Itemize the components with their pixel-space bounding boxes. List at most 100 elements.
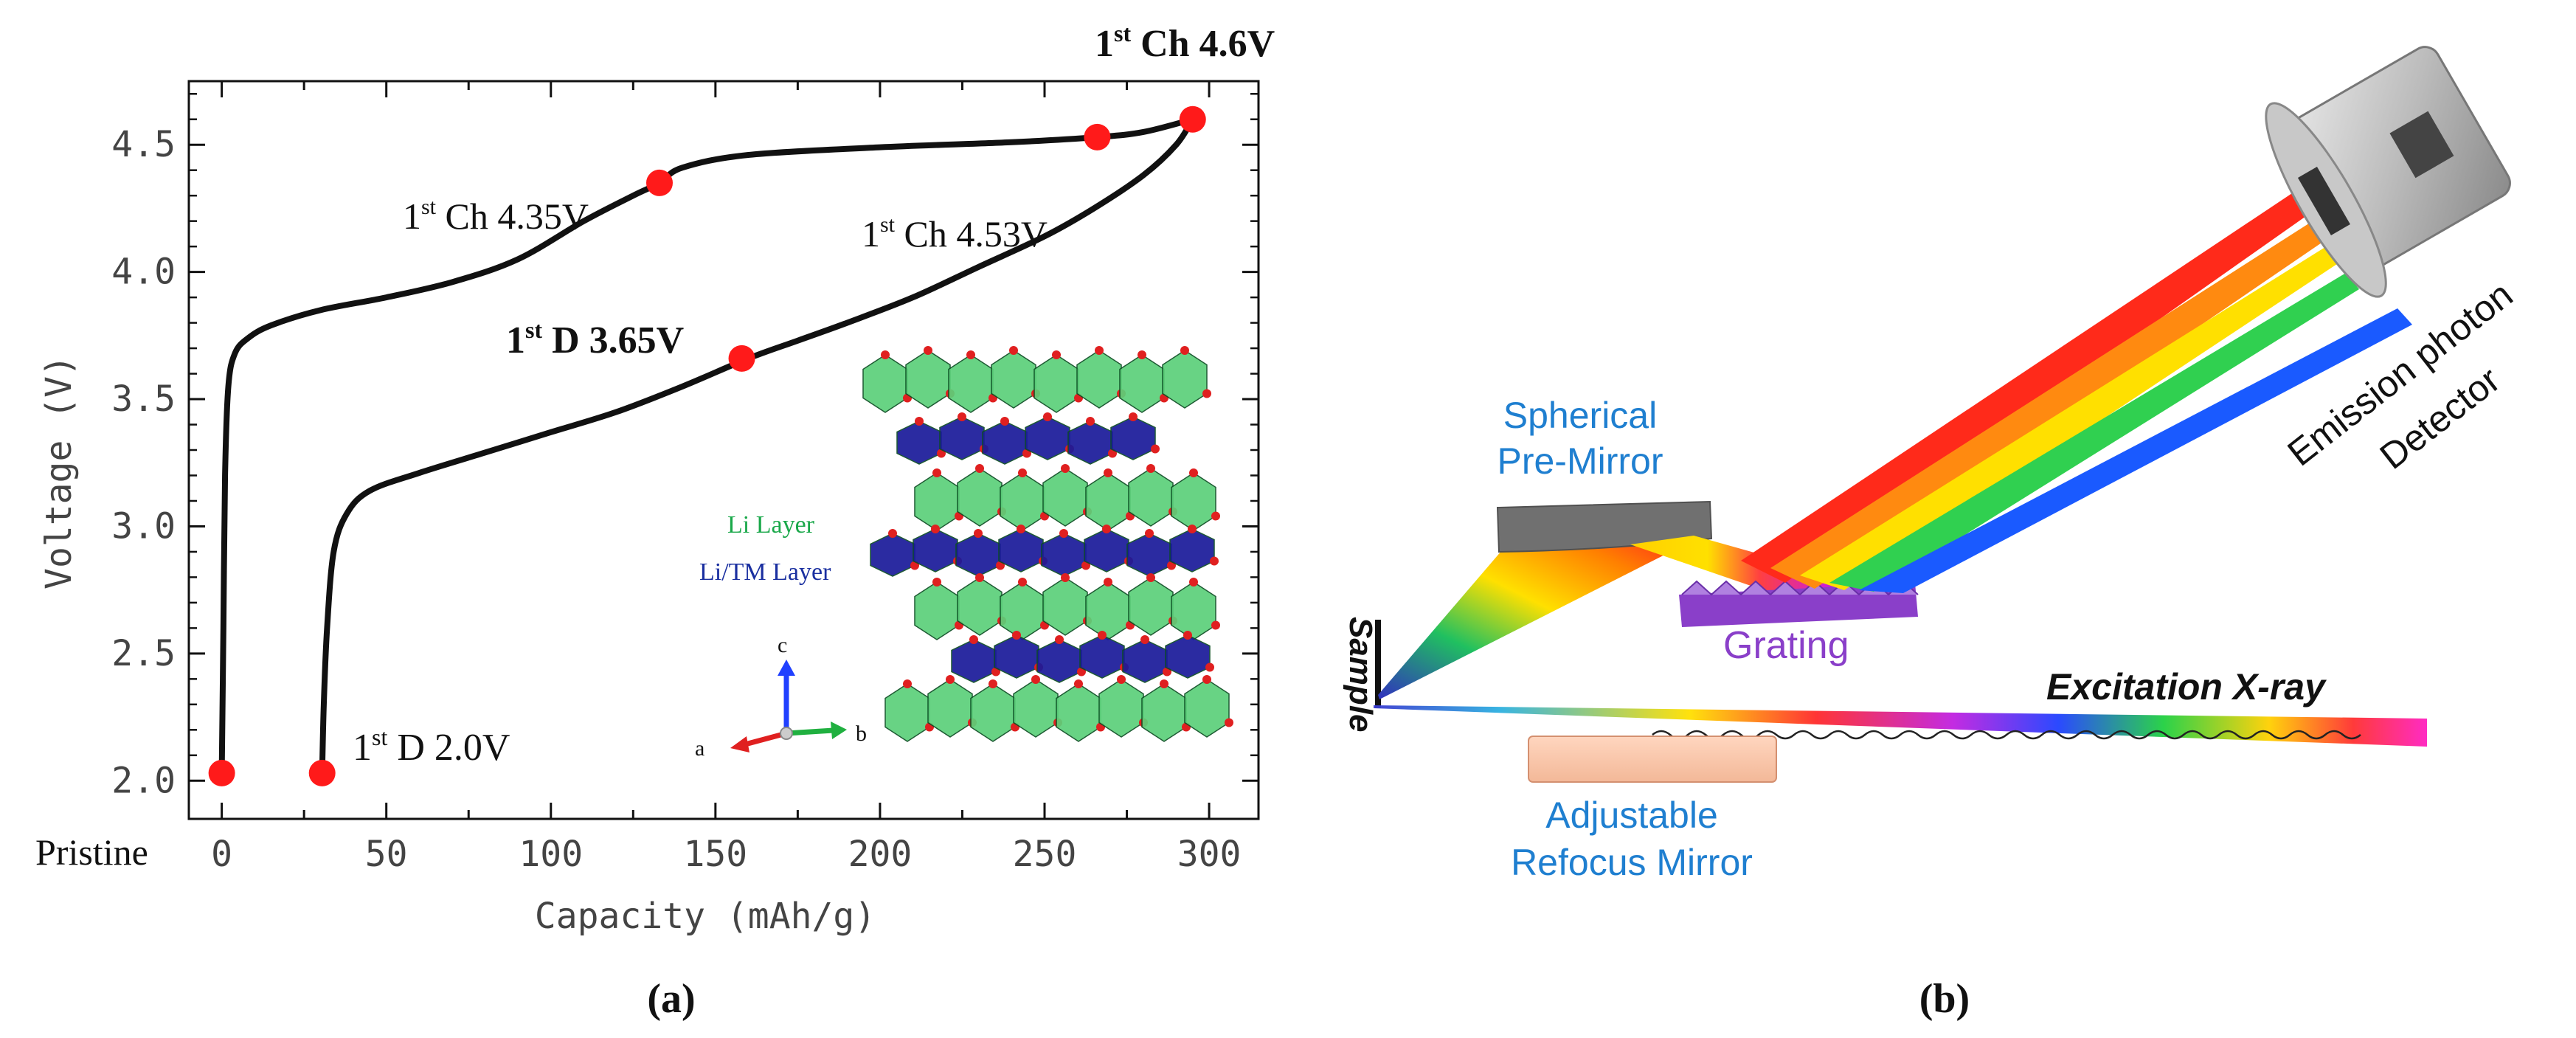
li-octahedron xyxy=(914,472,960,531)
oxygen-atom xyxy=(1205,662,1214,672)
li-layer-label: Li Layer xyxy=(727,511,815,539)
oxygen-atom xyxy=(1104,578,1112,587)
axis-a-label: a xyxy=(695,736,704,761)
oxygen-atom xyxy=(1000,417,1009,426)
y-tick-label: 2.5 xyxy=(111,633,176,674)
annot-sup: st xyxy=(880,212,896,237)
annotation-1st-ch-4-35v: 1st Ch 4.35V xyxy=(403,195,589,237)
oxygen-atom xyxy=(1031,675,1040,684)
excitation-beam xyxy=(1374,705,2427,747)
li-octahedron xyxy=(1171,581,1216,640)
tm-octahedron xyxy=(1079,634,1125,679)
series-curves xyxy=(218,116,1196,774)
data-point-marker xyxy=(208,759,235,786)
oxygen-atom xyxy=(1202,675,1211,684)
oxygen-atom xyxy=(969,635,978,644)
x-ticks: 0 50 100 150 200 250 300 xyxy=(211,81,1241,875)
annot-prefix: 1 xyxy=(1095,23,1114,65)
li-octahedron xyxy=(948,354,994,413)
tm-octahedron xyxy=(896,421,942,465)
oxygen-atom xyxy=(1098,631,1107,640)
annot-rest: D 2.0V xyxy=(387,727,510,769)
tm-octahedron xyxy=(1110,416,1156,460)
li-octahedron xyxy=(1013,679,1059,738)
y-tick-label: 4.0 xyxy=(111,252,176,293)
li-octahedron xyxy=(927,679,973,738)
voltage-capacity-chart: 0 50 100 150 200 250 300 2.0 2.5 3.0 3.5 4.0 4.5 Ca… xyxy=(35,20,1275,937)
oxygen-atom xyxy=(1012,631,1021,640)
oxygen-atom xyxy=(1061,464,1070,473)
oxygen-atom xyxy=(1140,635,1149,644)
tm-octahedron xyxy=(1169,528,1215,572)
spherical-mirror-label-2: Pre-Mirror xyxy=(1498,440,1663,482)
oxygen-atom xyxy=(1160,679,1168,688)
series-markers xyxy=(208,105,1206,786)
x-tick-label: 150 xyxy=(683,834,747,875)
diffracted-beam-orange xyxy=(1770,214,2342,589)
annot-sup: st xyxy=(525,316,542,343)
x-tick-label: 100 xyxy=(519,834,583,875)
oxygen-atom xyxy=(1146,464,1155,473)
li-octahedron xyxy=(1085,581,1131,640)
y-tick-label: 2.0 xyxy=(111,760,176,801)
adjustable-mirror-label-1: Adjustable xyxy=(1545,795,1718,836)
oxygen-atom xyxy=(1061,573,1070,582)
li-octahedron xyxy=(1056,683,1101,742)
oxygen-atom xyxy=(1146,573,1155,582)
grating-label: Grating xyxy=(1723,624,1849,667)
y-tick-label: 3.0 xyxy=(111,505,176,547)
pristine-label: Pristine xyxy=(35,831,148,873)
panel-b-caption: (b) xyxy=(1919,976,1970,1022)
detector-fins xyxy=(2389,111,2454,179)
annot-prefix: 1 xyxy=(506,319,525,361)
annotation-1st-d-3-65v: 1st D 3.65V xyxy=(506,316,684,361)
refocus-mirror xyxy=(1528,736,1777,783)
annot-sup: st xyxy=(421,195,437,219)
panel-a-caption: (a) xyxy=(647,976,695,1022)
tm-octahedron xyxy=(994,634,1039,679)
annot-prefix: 1 xyxy=(862,213,880,255)
oxygen-atom xyxy=(974,529,983,538)
oxygen-atom xyxy=(958,412,966,421)
tm-octahedron xyxy=(1122,639,1168,683)
oxygen-atom xyxy=(1189,578,1198,587)
li-octahedron xyxy=(1141,683,1187,742)
emission-detector xyxy=(2265,46,2511,298)
oxygen-atom xyxy=(1189,468,1198,477)
oxygen-atom xyxy=(1017,525,1025,533)
crystal-structure-inset: Li Layer Li/TM Layer c a b xyxy=(695,346,1233,761)
li-octahedron xyxy=(1162,350,1208,409)
oxygen-atom xyxy=(888,529,897,538)
li-octahedron xyxy=(1042,468,1088,527)
li-octahedron xyxy=(1098,679,1144,738)
li-octahedron xyxy=(957,577,1003,636)
tm-octahedron xyxy=(1025,416,1070,460)
tm-octahedron xyxy=(1126,533,1172,577)
diffracted-beam-yellow xyxy=(1800,243,2346,590)
li-octahedron xyxy=(905,350,951,409)
oxygen-atom xyxy=(1211,620,1220,630)
litm-layer-label: Li/TM Layer xyxy=(699,558,831,586)
tm-octahedron xyxy=(1041,533,1087,577)
y-tick-label: 4.5 xyxy=(111,124,176,165)
axis-origin xyxy=(780,727,793,740)
li-octahedron xyxy=(1171,472,1216,531)
rixs-diagram: Sample Spherical Pre-Mirror Gra xyxy=(1343,46,2520,883)
oxygen-atom xyxy=(988,679,997,688)
oxygen-atom xyxy=(966,350,975,359)
oxygen-atom xyxy=(1145,529,1154,538)
annot-sup: st xyxy=(372,724,387,750)
adjustable-mirror-label-2: Refocus Mirror xyxy=(1511,842,1753,883)
annot-prefix: 1 xyxy=(353,727,372,769)
li-octahedron xyxy=(970,683,1016,742)
data-point-marker xyxy=(646,169,673,196)
annotation-1st-d-2-0v: 1st D 2.0V xyxy=(353,724,510,769)
oxygen-atom xyxy=(1117,675,1126,684)
tm-octahedron xyxy=(870,533,915,577)
oxygen-atom xyxy=(931,525,940,533)
oxygen-atom xyxy=(1225,718,1233,727)
oxygen-atom xyxy=(903,679,912,688)
oxygen-atom xyxy=(932,468,941,477)
oxygen-atom xyxy=(1074,679,1083,688)
